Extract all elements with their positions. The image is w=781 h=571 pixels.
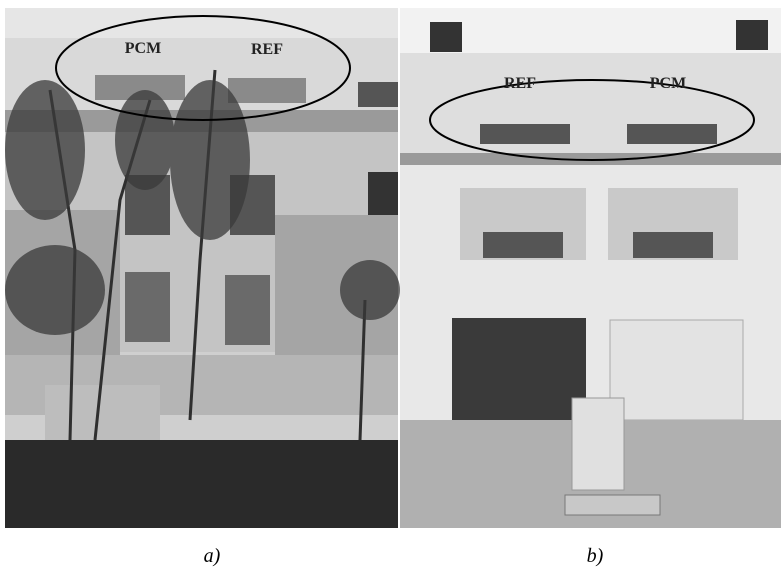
lawn bbox=[5, 440, 398, 528]
window bbox=[368, 172, 398, 217]
window bbox=[483, 232, 563, 258]
chimney bbox=[430, 22, 462, 52]
chimney bbox=[736, 20, 768, 50]
photo-a: PCM REF bbox=[5, 8, 400, 528]
photo-b: REF PCM bbox=[400, 8, 781, 528]
post bbox=[572, 398, 624, 490]
leaves bbox=[5, 80, 85, 220]
room-label: PCM bbox=[650, 75, 686, 92]
leaves bbox=[5, 245, 105, 335]
door bbox=[125, 272, 170, 342]
open-garage bbox=[452, 318, 586, 420]
garage-door bbox=[610, 320, 743, 420]
manhole bbox=[565, 495, 660, 515]
room-label: REF bbox=[504, 75, 536, 92]
leaves bbox=[340, 260, 400, 320]
upper-floor bbox=[400, 53, 781, 153]
window bbox=[480, 124, 570, 144]
room-label: PCM bbox=[125, 40, 161, 57]
door bbox=[225, 275, 270, 345]
leaves bbox=[170, 80, 250, 240]
caption: a) bbox=[204, 545, 221, 567]
window bbox=[228, 78, 306, 103]
window bbox=[627, 124, 717, 144]
window bbox=[633, 232, 713, 258]
leaves bbox=[115, 90, 175, 190]
caption: b) bbox=[587, 545, 604, 567]
window bbox=[358, 82, 398, 107]
room-label: REF bbox=[251, 41, 283, 58]
figure: PCM REF REF PCM a) b) bbox=[0, 0, 781, 571]
sky bbox=[5, 8, 398, 38]
steps bbox=[45, 385, 160, 445]
